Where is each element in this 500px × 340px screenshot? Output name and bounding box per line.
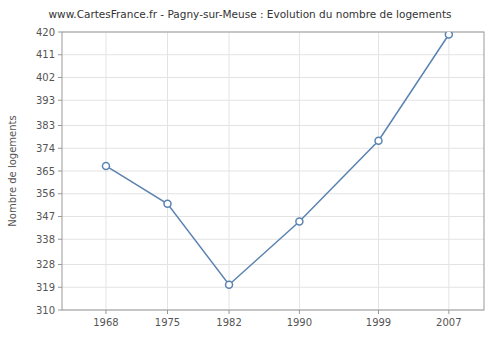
x-grid-line	[229, 32, 230, 310]
chart: 310 319 328 338 347 356 365 374 383 393 402 411 420 1…	[0, 0, 500, 340]
y-tick	[58, 125, 62, 126]
y-tick-label: 374	[36, 143, 55, 154]
y-tick-label: 411	[36, 49, 55, 60]
x-tick-label: 1990	[287, 317, 312, 328]
y-grid-line	[62, 287, 484, 288]
x-tick	[378, 310, 379, 314]
plot-background	[62, 32, 484, 310]
series	[102, 32, 452, 288]
marker	[375, 137, 382, 144]
y-tick-label: 347	[36, 211, 55, 222]
y-tick	[58, 171, 62, 172]
line	[106, 35, 449, 285]
marker	[226, 281, 233, 288]
x-grid-line	[299, 32, 300, 310]
y-tick-label: 328	[36, 259, 55, 270]
y-tick-label: 319	[36, 282, 55, 293]
y-tick-label: 310	[36, 305, 55, 316]
x-tick	[448, 310, 449, 314]
y-tick	[58, 239, 62, 240]
y-tick-label: 338	[36, 234, 55, 245]
y-tick	[58, 264, 62, 265]
marker	[102, 162, 109, 169]
x-tick-label: 1999	[366, 317, 391, 328]
y-tick	[58, 193, 62, 194]
title: www.CartesFrance.fr - Pagny-sur-Meuse : …	[49, 8, 452, 20]
y-tick-label: 402	[36, 72, 55, 83]
plot-frame	[62, 32, 484, 310]
x-tick-label: 1975	[155, 317, 180, 328]
y-tick-label: 383	[36, 120, 55, 131]
x-tick-label: 2007	[436, 317, 461, 328]
marker	[445, 32, 452, 38]
x-grid-line	[105, 32, 106, 310]
y-tick-label: 356	[36, 188, 55, 199]
y-grid-line	[62, 264, 484, 265]
marker	[296, 218, 303, 225]
x-grid-line	[378, 32, 379, 310]
x-tick-label: 1968	[93, 317, 118, 328]
x-tick	[299, 310, 300, 314]
y-tick	[58, 100, 62, 101]
y-tick-label: 420	[36, 27, 55, 38]
grid	[62, 32, 484, 310]
y-axis-label: Nombre de logements	[7, 115, 18, 226]
y-grid-line	[62, 125, 484, 126]
y-tick	[58, 310, 62, 311]
y-grid-line	[62, 193, 484, 194]
y-tick	[58, 54, 62, 55]
y-tick	[58, 77, 62, 78]
y-grid-line	[62, 100, 484, 101]
y-grid-line	[62, 148, 484, 149]
x-tick-label: 1982	[216, 317, 241, 328]
x-tick	[229, 310, 230, 314]
y-tick	[58, 287, 62, 288]
y-tick	[58, 216, 62, 217]
x-grid-line	[167, 32, 168, 310]
y-grid-line	[62, 216, 484, 217]
y-grid-line	[62, 54, 484, 55]
y-tick-label: 365	[36, 166, 55, 177]
x-tick	[167, 310, 168, 314]
y-tick	[58, 32, 62, 33]
x-tick	[105, 310, 106, 314]
y-grid-line	[62, 171, 484, 172]
y-tick	[58, 148, 62, 149]
y-grid-line	[62, 239, 484, 240]
marker	[164, 200, 171, 207]
x-grid-line	[448, 32, 449, 310]
y-tick-label: 393	[36, 95, 55, 106]
